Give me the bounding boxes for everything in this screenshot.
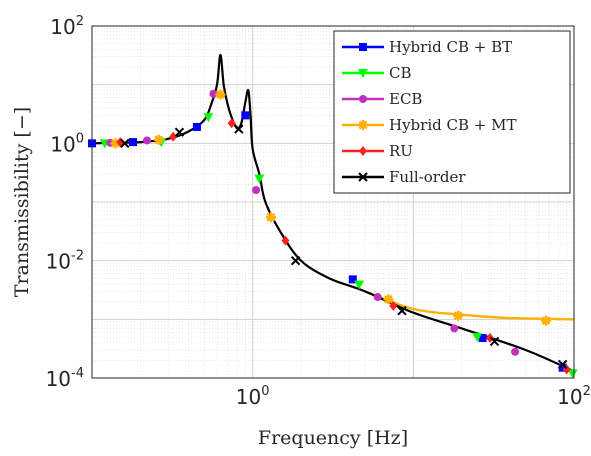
x-tick-label: 102 bbox=[557, 384, 591, 409]
legend-label-ru: RU bbox=[389, 142, 413, 160]
marker-hybrid-cb-bt bbox=[241, 111, 250, 120]
y-tick-label: 100 bbox=[50, 131, 84, 156]
y-tick-labels: 10-4 10-2 100 102 bbox=[46, 14, 84, 391]
marker-full-order bbox=[397, 306, 407, 316]
marker-ecb bbox=[373, 293, 382, 302]
legend-marker-cb bbox=[358, 69, 368, 78]
y-tick-label: 102 bbox=[50, 14, 84, 39]
y-tick-label: 10-2 bbox=[46, 249, 84, 274]
marker-ru bbox=[281, 235, 290, 246]
legend-marker-full-order bbox=[358, 172, 368, 182]
legend-marker-hybrid-cb-bt bbox=[359, 43, 367, 51]
legend: Hybrid CB + BT CB ECB Hybrid CB + MT RU Full-… bbox=[333, 30, 571, 194]
legend-box bbox=[333, 30, 571, 194]
marker-full-order bbox=[557, 359, 568, 370]
marker-hybrid-cb-bt bbox=[558, 363, 567, 372]
marker-hybrid-cb-bt bbox=[478, 334, 487, 343]
y-axis-label: Transmissibility [−] bbox=[11, 107, 33, 297]
marker-hybrid-cb-mt bbox=[383, 294, 394, 305]
legend-marker-hybrid-cb-mt bbox=[358, 120, 368, 130]
marker-hybrid-cb-mt bbox=[153, 134, 164, 145]
marker-full-order bbox=[174, 127, 185, 137]
marker-hybrid-cb-bt bbox=[129, 138, 138, 147]
marker-ecb bbox=[252, 186, 261, 195]
y-tick-label: 10-4 bbox=[46, 366, 84, 391]
x-tick-labels: 100 102 bbox=[236, 384, 591, 409]
marker-cb bbox=[254, 174, 265, 184]
x-axis-label: Frequency [Hz] bbox=[258, 427, 408, 449]
marker-ru bbox=[169, 131, 178, 142]
marker-ru bbox=[227, 118, 236, 129]
marker-ecb bbox=[143, 136, 152, 145]
data-markers bbox=[88, 89, 578, 379]
marker-hybrid-cb-mt bbox=[541, 315, 552, 326]
marker-hybrid-cb-bt bbox=[192, 122, 201, 131]
marker-cb bbox=[354, 280, 365, 290]
marker-ecb bbox=[511, 347, 520, 356]
legend-label-cb: CB bbox=[389, 64, 412, 82]
legend-label-full-order: Full-order bbox=[389, 168, 466, 186]
legend-label-hybrid-cb-mt: Hybrid CB + MT bbox=[389, 116, 516, 134]
legend-label-ecb: ECB bbox=[389, 90, 422, 108]
marker-ru bbox=[389, 300, 398, 311]
legend-marker-ru bbox=[359, 146, 367, 156]
marker-full-order bbox=[120, 138, 130, 149]
marker-hybrid-cb-mt bbox=[453, 310, 464, 321]
marker-full-order bbox=[290, 255, 301, 266]
marker-hybrid-cb-mt bbox=[265, 212, 276, 223]
plot-frame bbox=[91, 25, 575, 379]
marker-ecb bbox=[209, 89, 218, 98]
marker-ecb bbox=[450, 324, 459, 333]
marker-cb bbox=[472, 332, 483, 342]
x-tick-label: 100 bbox=[236, 384, 270, 409]
marker-cb bbox=[203, 113, 214, 123]
legend-marker-ecb bbox=[359, 95, 367, 103]
marker-hybrid-cb-mt bbox=[215, 89, 226, 100]
marker-cb bbox=[567, 369, 578, 379]
marker-full-order bbox=[234, 124, 244, 134]
marker-hybrid-cb-bt bbox=[348, 275, 357, 284]
minor-grid bbox=[92, 26, 574, 378]
legend-label-hybrid-cb-bt: Hybrid CB + BT bbox=[389, 38, 512, 56]
marker-full-order bbox=[489, 336, 500, 347]
